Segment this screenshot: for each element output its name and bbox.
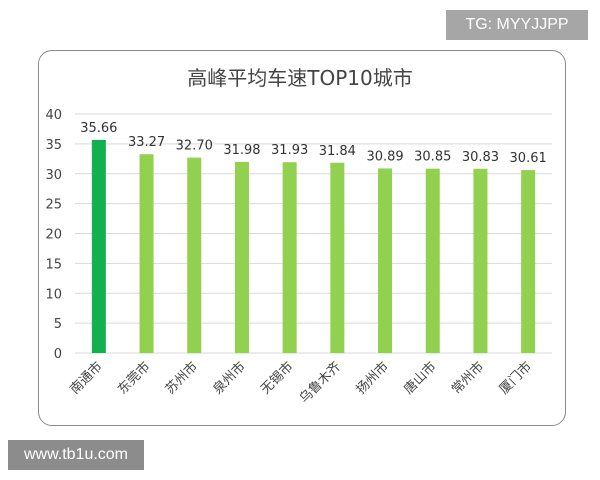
- x-tick-label: 乌鲁木齐: [296, 359, 344, 407]
- grid-lines: [75, 113, 552, 354]
- data-label: 30.85: [414, 150, 451, 165]
- data-labels: 35.66 33.27 32.70 31.98 31.93 31.84 30.89 30.85…: [80, 121, 547, 166]
- bar-2: [187, 157, 202, 353]
- bar-4: [282, 162, 297, 353]
- y-tick-label: 40: [45, 108, 62, 123]
- x-tick-label: 无锡市: [258, 359, 297, 398]
- data-label: 31.93: [271, 143, 308, 158]
- bar-1: [139, 154, 154, 353]
- watermark-bottom: www.tb1u.com: [8, 440, 144, 470]
- bars: [91, 139, 536, 353]
- data-label: 33.27: [128, 135, 165, 150]
- bar-0: [91, 139, 106, 353]
- x-axis: 南通市 东莞市 苏州市 泉州市 无锡市 乌鲁木齐 扬州市 唐山市 常州市 厦门市: [67, 359, 535, 407]
- data-label: 30.83: [462, 150, 499, 165]
- y-tick-label: 35: [45, 138, 62, 153]
- y-tick-label: 15: [45, 257, 62, 272]
- bar-3: [234, 161, 249, 353]
- chart-title: 高峰平均车速TOP10城市: [187, 66, 412, 90]
- y-tick-label: 5: [54, 317, 62, 332]
- x-tick-label: 常州市: [448, 359, 487, 398]
- x-tick-label: 扬州市: [353, 359, 392, 398]
- data-label: 35.66: [80, 121, 117, 136]
- bar-7: [425, 168, 440, 353]
- y-tick-label: 20: [45, 228, 62, 243]
- data-label: 32.70: [176, 139, 213, 154]
- y-tick-label: 30: [45, 168, 62, 183]
- x-tick-label: 东莞市: [114, 359, 153, 398]
- y-tick-label: 0: [54, 347, 62, 362]
- bar-9: [521, 170, 536, 353]
- y-axis: 0 5 10 15 20 25 30 35 40: [45, 108, 62, 362]
- x-tick-label: 唐山市: [401, 359, 440, 398]
- bar-5: [330, 162, 345, 353]
- data-label: 30.89: [366, 149, 403, 164]
- x-tick-label: 泉州市: [210, 359, 249, 398]
- x-tick-label: 苏州市: [162, 359, 201, 398]
- watermark-top: TG: MYYJJPP: [446, 10, 588, 40]
- x-tick-label: 南通市: [67, 359, 106, 398]
- data-label: 31.84: [319, 144, 356, 159]
- x-tick-label: 厦门市: [496, 359, 535, 398]
- bar-6: [378, 168, 393, 353]
- y-tick-label: 25: [45, 198, 62, 213]
- bar-8: [473, 168, 488, 353]
- data-label: 31.98: [223, 143, 260, 158]
- y-tick-label: 10: [45, 287, 62, 302]
- data-label: 30.61: [510, 151, 547, 166]
